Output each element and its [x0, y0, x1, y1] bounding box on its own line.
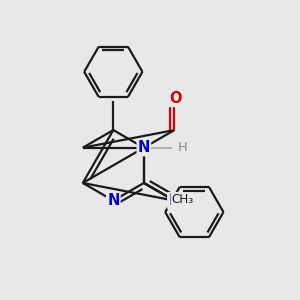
Text: H: H — [178, 141, 188, 154]
Text: CH₃: CH₃ — [171, 193, 194, 206]
Text: N: N — [138, 140, 150, 155]
Text: N: N — [168, 193, 181, 208]
Text: O: O — [169, 91, 181, 106]
Text: N: N — [107, 193, 119, 208]
